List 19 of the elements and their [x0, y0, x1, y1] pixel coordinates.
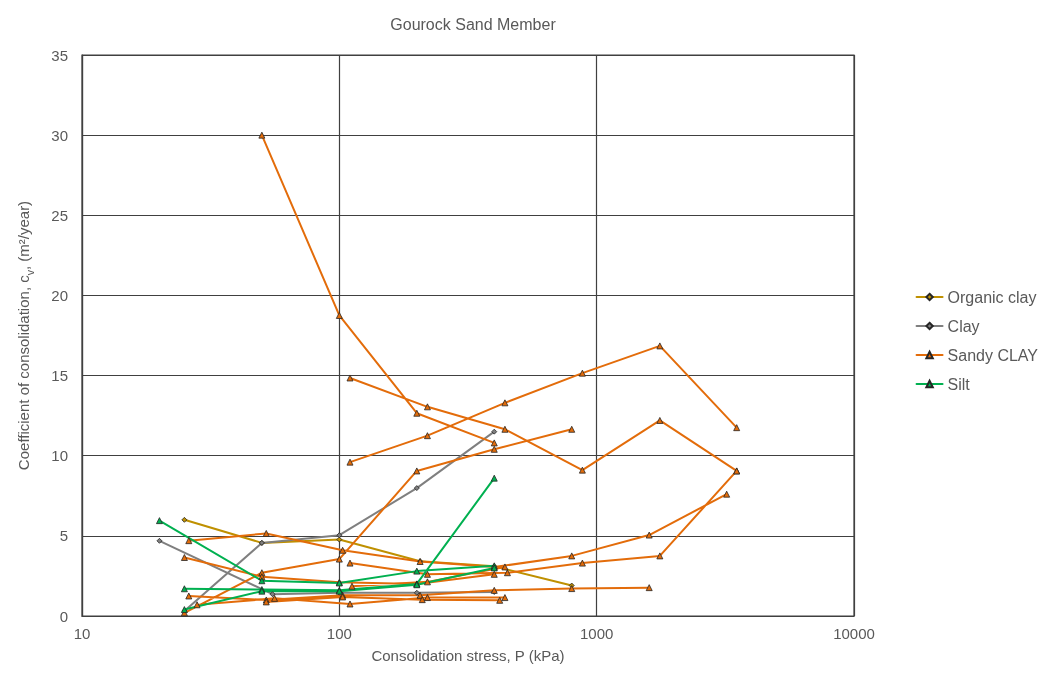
y-tick-label: 20	[51, 286, 68, 304]
y-tick-label: 30	[51, 126, 68, 144]
y-tick-label: 5	[59, 527, 68, 545]
y-tick-label: 25	[51, 206, 68, 224]
legend-label: Sandy CLAY	[947, 346, 1039, 364]
y-tick-label: 10	[51, 447, 68, 465]
x-tick-label: 100	[326, 625, 352, 642]
y-tick-label: 15	[51, 367, 68, 385]
x-tick-label: 10000	[833, 625, 875, 642]
y-tick-label: 0	[59, 607, 68, 625]
legend-label: Organic clay	[947, 288, 1037, 306]
chart-title: Gourock Sand Member	[390, 15, 557, 33]
legend-label: Clay	[947, 317, 980, 335]
legend-label: Silt	[947, 375, 971, 393]
x-tick-label: 10	[73, 625, 91, 642]
x-axis-title: Consolidation stress, P (kPa)	[371, 647, 565, 664]
y-axis-title: Coefficient of consolidation, cv, (m²/year)	[14, 200, 36, 471]
y-tick-label: 35	[51, 46, 68, 64]
x-tick-label: 1000	[579, 625, 614, 642]
